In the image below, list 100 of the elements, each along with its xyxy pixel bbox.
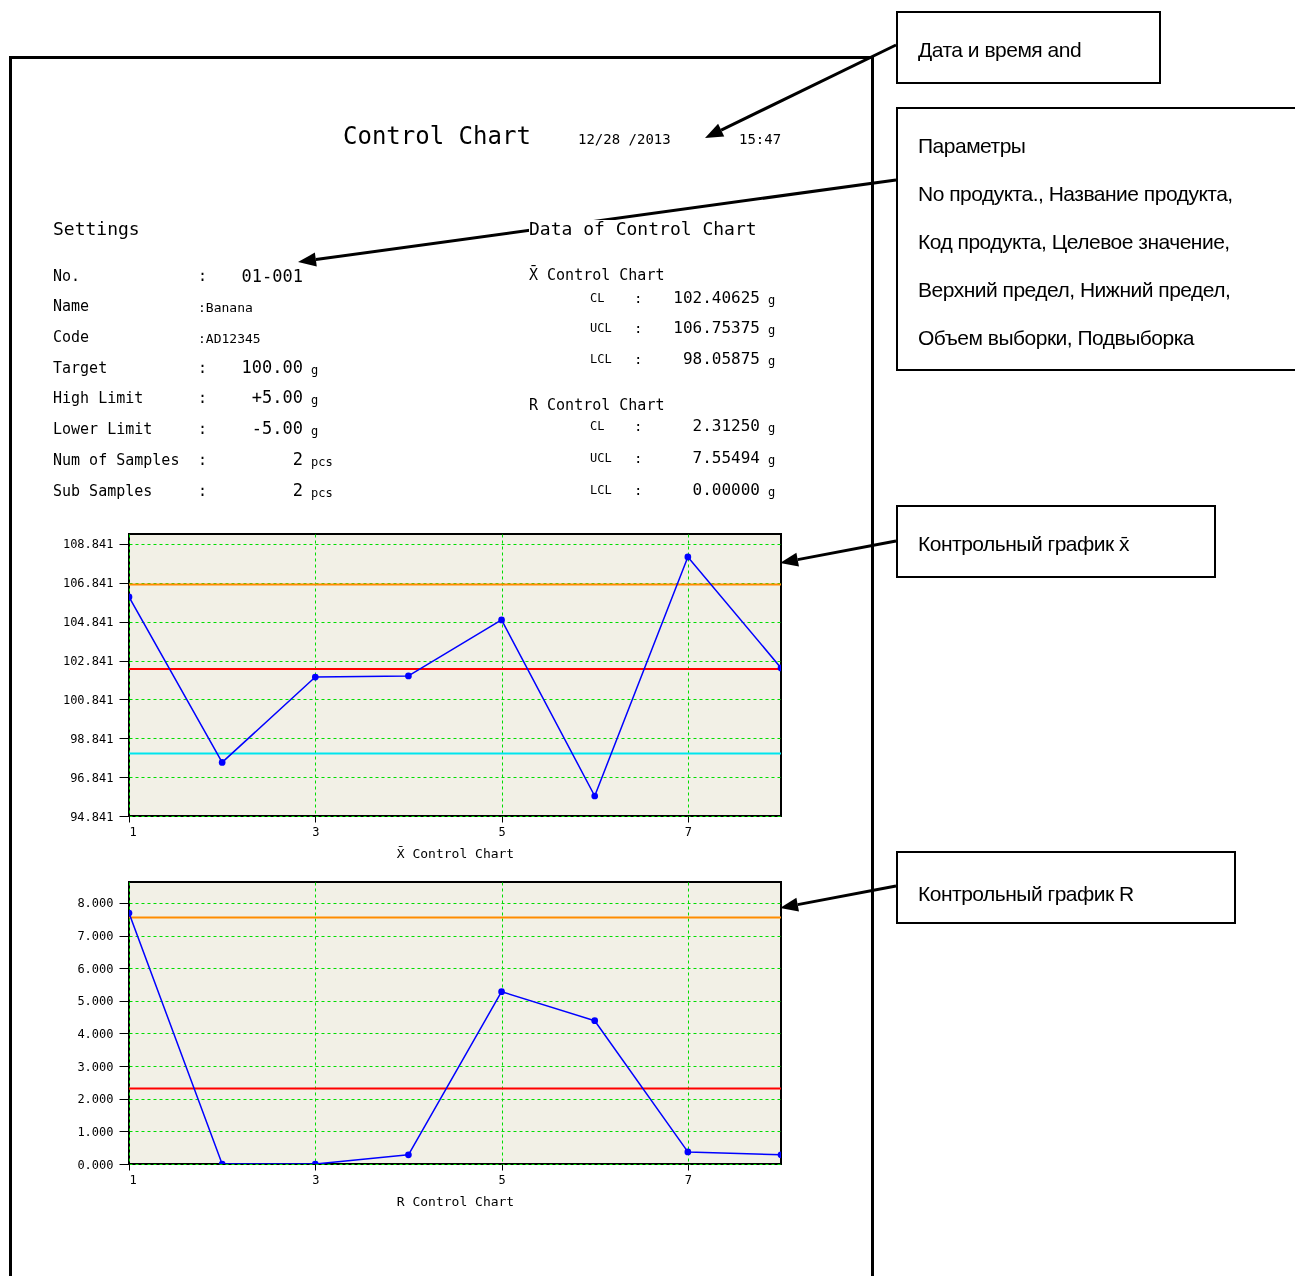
y-tick-label: 102.841 [62,654,114,669]
text: -5.00 [251,418,303,439]
text: Параметры [918,134,1026,158]
text: X̄ Control Chart [529,266,665,284]
point [218,759,226,766]
x-axis-title: X̄ Control Chart [396,845,515,861]
text: Lower Limit [53,420,153,438]
text: 102.40625 [673,288,760,308]
text: : [634,319,643,336]
text: : [198,420,208,438]
text: R Control Chart [529,396,665,414]
text: 0.00000 [692,480,760,500]
text: 100.00 [241,357,303,378]
y-tick-label: 98.841 [70,731,114,746]
x-tick-label: 3 [312,1172,320,1187]
text: 12/28 /2013 [578,130,671,147]
text: 2 [292,449,303,470]
y-tick-label: 106.841 [62,576,114,591]
text: : [634,289,643,306]
text: LCL [590,483,612,498]
y-tick-label: 96.841 [70,770,114,785]
text: pcs [311,486,333,501]
text: CL [590,291,605,306]
y-tick-label: 108.841 [62,537,114,552]
text: :Banana [198,299,253,315]
x-tick-label: 5 [498,1172,506,1187]
text: Num of Samples [53,451,180,469]
point [311,673,319,681]
text: : [634,417,643,434]
text: 15:47 [739,130,782,147]
text: : [634,481,643,498]
y-tick-label: 4.000 [77,1026,114,1041]
point [405,1151,412,1159]
text: 7.55494 [692,448,760,468]
x-tick-label: 1 [129,1172,137,1187]
text: Код продукта, Целевое значение, [918,230,1230,254]
y-tick-label: 94.841 [70,809,114,824]
text: Data of Control Chart [529,217,757,239]
text: Контрольный график x̄ [918,532,1130,556]
text: pcs [311,455,333,470]
y-tick-label: 2.000 [77,1092,114,1107]
text: No продукта., Название продукта, [918,182,1233,206]
y-tick-label: 104.841 [62,615,114,630]
point [591,792,599,800]
y-tick-label: 7.000 [77,929,114,944]
text: UCL [590,451,612,466]
point [498,616,505,624]
text: g [311,393,319,408]
text: Control Chart [343,121,531,150]
x-tick-label: 3 [312,824,320,839]
text: No. [53,267,81,285]
y-tick-label: 5.000 [77,994,114,1009]
y-tick-label: 1.000 [77,1124,114,1139]
text: : [198,389,208,407]
text: CL [590,419,605,434]
text: Объем выборки, Подвыборка [918,326,1194,350]
x-tick-label: 5 [498,824,506,839]
text: Sub Samples [53,482,153,500]
x-tick-label: 1 [129,824,137,839]
text: LCL [590,352,612,367]
text: g [768,293,776,308]
text: Code [53,328,90,346]
text: +5.00 [251,387,303,408]
text: Контрольный график R [918,882,1134,906]
text: Верхний предел, Нижний предел, [918,278,1231,302]
point [498,988,505,996]
text: Target [53,359,108,377]
y-tick-label: 100.841 [62,692,114,707]
text: g [311,363,319,378]
y-tick-label: 3.000 [77,1059,114,1074]
point [405,672,412,680]
text: Name [53,297,90,315]
x-tick-label: 7 [684,1172,692,1187]
y-tick-label: 6.000 [77,961,114,976]
text: g [768,354,776,369]
y-tick-label: 8.000 [77,896,114,911]
text: g [768,453,776,468]
text: UCL [590,321,612,336]
point [684,553,692,561]
text: :AD12345 [198,330,261,346]
text: Settings [53,217,140,239]
x-axis-title: R Control Chart [396,1193,515,1209]
y-tick-label: 0.000 [77,1157,114,1172]
text: : [634,350,643,367]
text: : [198,267,208,285]
text: 2 [292,480,303,501]
text: : [634,449,643,466]
x-tick-label: 7 [684,824,692,839]
text: 98.05875 [682,349,760,369]
text: g [768,323,776,338]
text: 2.31250 [692,416,760,436]
point [684,1148,692,1156]
text: High Limit [53,389,144,407]
point [591,1017,599,1025]
text: g [768,421,776,436]
text: : [198,451,208,469]
text: : [198,482,208,500]
text: g [768,485,776,500]
text: Дата и время and [918,38,1082,62]
text: g [311,424,319,439]
